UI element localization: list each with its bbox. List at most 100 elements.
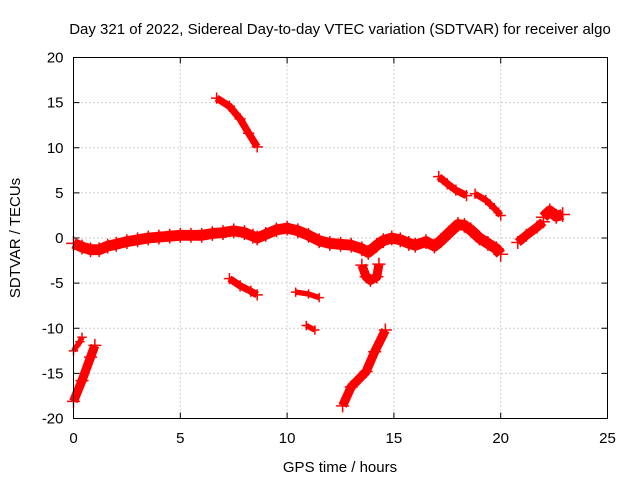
data-point (471, 230, 487, 246)
y-tick-label: 20 (47, 50, 64, 67)
series-arc-00-a (69, 343, 100, 404)
data-point (548, 208, 564, 224)
data-point (511, 236, 525, 250)
data-point (311, 233, 327, 249)
data-point (359, 365, 373, 379)
series-arc-13 (338, 328, 390, 408)
series-arc-11 (295, 289, 320, 301)
data-point (310, 325, 320, 335)
data-point (360, 245, 376, 260)
data-point (489, 203, 500, 214)
data-point (234, 113, 246, 125)
data-point (151, 229, 167, 245)
data-point (223, 100, 236, 112)
x-tick-label: 10 (279, 430, 296, 447)
y-tick-label: -5 (50, 275, 63, 292)
data-point (140, 230, 156, 246)
data-point (460, 189, 473, 202)
data-point (344, 380, 358, 394)
data-point (226, 223, 242, 239)
data-point (303, 289, 314, 299)
data-point (223, 273, 236, 285)
data-point (493, 246, 509, 262)
data-point (392, 232, 408, 248)
series-tail-1 (514, 218, 547, 246)
series-arc-upper (214, 95, 261, 149)
data-point (75, 374, 89, 388)
data-point (322, 236, 338, 251)
data-point (162, 228, 178, 244)
data-point (343, 237, 359, 253)
data-point (290, 287, 301, 297)
data-point (480, 236, 496, 251)
chart-title: Day 321 of 2022, Sidereal Day-to-day VTE… (69, 21, 611, 38)
x-tick-label: 0 (69, 430, 77, 447)
data-point (290, 223, 306, 239)
data-point (433, 171, 445, 183)
data-point (245, 285, 257, 297)
data-point (269, 222, 284, 238)
y-tick-label: 10 (47, 140, 64, 157)
data-point (74, 239, 90, 255)
data-point (84, 350, 98, 364)
data-point (91, 242, 107, 258)
series-arc-00-b (71, 336, 85, 353)
y-tick-label: -20 (42, 411, 64, 428)
x-tick-label: 20 (492, 430, 509, 447)
y-tick-label: 15 (47, 95, 64, 112)
data-point (480, 194, 491, 206)
data-point (463, 222, 479, 238)
data-point (88, 338, 102, 352)
axis-ticks: 0 5 10 15 20 25 -20 -15 -10 -5 0 5 10 15 20 (42, 50, 616, 448)
data-point (119, 234, 135, 250)
series-tail-2 (539, 205, 565, 222)
data-point (355, 258, 369, 272)
data-point (211, 92, 223, 104)
y-tick-label: 0 (55, 230, 63, 247)
data-point (354, 241, 370, 257)
data-point (336, 399, 350, 413)
data-point (555, 207, 571, 222)
x-tick-label: 15 (386, 430, 403, 447)
data-point (418, 234, 434, 250)
data-point (384, 230, 400, 246)
data-point (130, 232, 145, 248)
data-point (368, 345, 382, 359)
data-point (333, 236, 348, 252)
data-point (519, 228, 533, 242)
data-point (279, 220, 295, 236)
data-point (251, 141, 263, 153)
data-point (450, 184, 462, 196)
data-point (370, 270, 384, 284)
series-arc-19 (473, 191, 504, 218)
data-point (314, 292, 324, 303)
data-point (433, 233, 449, 249)
y-tick-label: -10 (42, 320, 64, 337)
data-point (77, 332, 87, 342)
data-point (215, 225, 231, 240)
x-tick-label: 5 (176, 430, 184, 447)
data-point (301, 320, 312, 331)
data-point (378, 323, 392, 337)
data-point (450, 217, 466, 232)
data-point (204, 226, 220, 241)
data-point (442, 225, 457, 240)
y-axis-label: SDTVAR / TECUs (7, 178, 24, 298)
data-point (536, 209, 551, 225)
series-arc-17 (436, 173, 469, 199)
data-point (530, 220, 544, 234)
y-tick-label: -15 (42, 365, 64, 382)
data-point (441, 178, 453, 190)
data-point (249, 230, 265, 246)
data-point (108, 236, 124, 252)
data-point (372, 257, 386, 271)
data-point (301, 227, 316, 243)
data-point (251, 289, 263, 301)
data-point (258, 226, 274, 242)
data-point (75, 337, 85, 347)
data-point (401, 236, 417, 251)
data-point (375, 233, 391, 249)
data-point (243, 127, 255, 139)
x-axis-label: GPS time / hours (283, 459, 397, 476)
